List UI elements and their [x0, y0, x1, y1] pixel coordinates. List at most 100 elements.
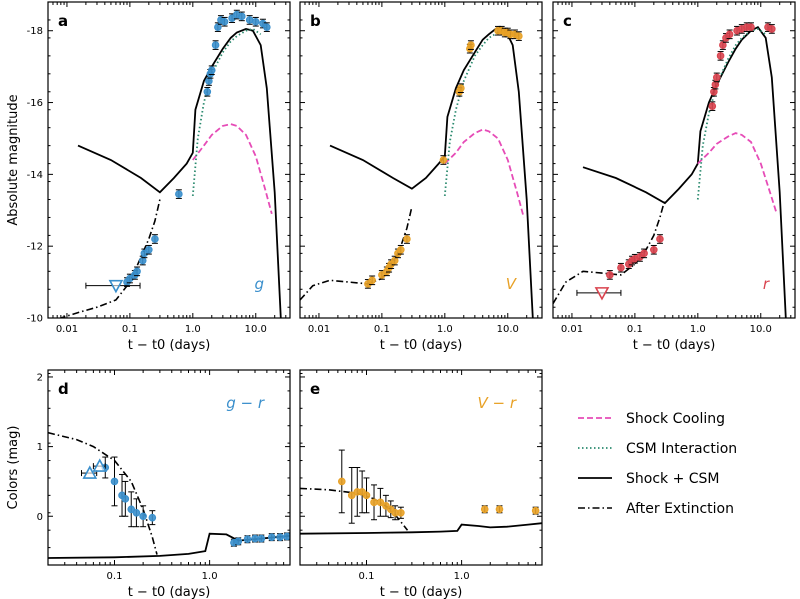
- data-point: [151, 235, 159, 243]
- band-label: g − r: [226, 394, 265, 412]
- axes-frame: [47, 1, 291, 319]
- data-point: [531, 506, 540, 515]
- legend-label: CSM Interaction: [626, 441, 737, 457]
- data-point: [245, 16, 254, 24]
- data-point: [203, 87, 212, 96]
- legend-label: Shock + CSM: [626, 471, 720, 487]
- data-point: [716, 52, 725, 60]
- x-axis-label: t − t0 (days): [633, 338, 716, 353]
- y-axis-label: Colors (mag): [6, 426, 21, 510]
- plot-area: [300, 449, 542, 535]
- data-point: [126, 274, 134, 283]
- data-point: [439, 156, 448, 164]
- panel-label: a: [58, 12, 68, 30]
- x-tick-label: 0.1: [359, 571, 375, 582]
- data-point: [397, 245, 405, 254]
- x-tick-label: 10.0: [245, 324, 267, 335]
- axes-frame: [552, 1, 796, 319]
- data-point: [237, 12, 246, 21]
- y-tick-label: -10: [27, 314, 43, 325]
- data-point: [725, 30, 734, 39]
- y-axis-label: Absolute magnitude: [6, 94, 21, 225]
- band-label: g: [254, 275, 264, 293]
- data-point: [640, 249, 648, 258]
- data-point: [139, 512, 147, 521]
- data-point: [656, 235, 664, 243]
- panel-label: e: [310, 380, 320, 398]
- x-tick-label: 1.0: [690, 324, 706, 335]
- upper-limit-marker: [92, 458, 108, 472]
- data-point: [234, 537, 243, 546]
- panel-label: d: [58, 380, 69, 398]
- y-tick-label: -18: [27, 26, 43, 37]
- data-point: [397, 508, 405, 517]
- legend-item: After Extinction: [578, 501, 734, 517]
- curve-after-extinction: [48, 431, 158, 555]
- data-point: [480, 505, 489, 514]
- data-point: [376, 498, 385, 507]
- panel-b: 0.01 0.1 1.0 10.0 t − t0 (days) b V: [299, 1, 543, 353]
- data-point: [467, 41, 475, 49]
- data-point: [650, 245, 658, 254]
- curve-shock-cooling: [697, 132, 778, 215]
- data-point: [617, 263, 625, 272]
- upper-limit-marker: [594, 287, 610, 301]
- x-tick-label: 1.0: [185, 324, 201, 335]
- x-axis-label: t − t0 (days): [380, 585, 463, 599]
- data-point: [710, 87, 718, 96]
- x-tick-label: 1.0: [202, 571, 218, 582]
- y-tick-label: -12: [27, 242, 43, 253]
- panel-a: 0.01 0.1 1.0 10.0 -10 -12 -14 -16 -18 t − t0 (day…: [6, 1, 291, 353]
- legend-label: After Extinction: [626, 501, 734, 517]
- data-point: [457, 84, 465, 92]
- x-axis-label: t − t0 (days): [128, 585, 211, 599]
- data-point: [403, 235, 411, 243]
- curve-shock-csm: [329, 26, 534, 318]
- curve-after-extinction: [59, 199, 161, 318]
- upper-limit-marker: [108, 279, 124, 294]
- y-tick-label: -14: [27, 170, 43, 181]
- data-point: [495, 505, 504, 514]
- data-point: [145, 245, 153, 254]
- data-point: [378, 271, 386, 279]
- data-point: [708, 102, 717, 110]
- panel-label: c: [563, 12, 572, 30]
- data-point: [257, 534, 266, 543]
- data-point: [768, 25, 776, 33]
- curve-after-extinction: [553, 199, 666, 305]
- data-point: [362, 491, 371, 500]
- data-point: [110, 477, 119, 486]
- data-point: [251, 17, 260, 26]
- x-tick-label: 1.0: [454, 571, 470, 582]
- y-tick-label: 2: [37, 372, 43, 383]
- curve-csm-interaction: [443, 29, 514, 196]
- x-tick-label: 1.0: [437, 324, 453, 335]
- y-tick-label: 1: [37, 442, 43, 453]
- data-point: [243, 535, 252, 544]
- legend-label: Shock Cooling: [626, 411, 725, 427]
- data-point: [747, 23, 755, 31]
- data-point: [719, 41, 727, 49]
- y-tick-label: 0: [37, 512, 43, 523]
- x-tick-label: 0.1: [107, 571, 123, 582]
- panel-e: 0.1 1.0 t − t0 (days) e V − r: [299, 369, 543, 599]
- x-tick-label: 0.01: [308, 324, 330, 335]
- x-tick-label: 0.1: [122, 324, 138, 335]
- data-point: [121, 495, 130, 503]
- data-point: [390, 256, 399, 265]
- legend-item: Shock + CSM: [578, 471, 720, 487]
- x-tick-label: 0.01: [56, 324, 78, 335]
- data-point: [267, 533, 276, 541]
- data-point: [138, 256, 147, 265]
- legend-item: Shock Cooling: [578, 411, 725, 427]
- band-label: r: [763, 275, 770, 293]
- curve-shock-cooling: [192, 123, 273, 215]
- data-point: [132, 508, 141, 517]
- x-axis-label: t − t0 (days): [380, 338, 463, 353]
- band-label: V: [506, 275, 518, 293]
- plot-area: [300, 25, 534, 318]
- x-tick-label: 0.01: [561, 324, 583, 335]
- data-point: [263, 23, 271, 31]
- data-point: [368, 276, 376, 285]
